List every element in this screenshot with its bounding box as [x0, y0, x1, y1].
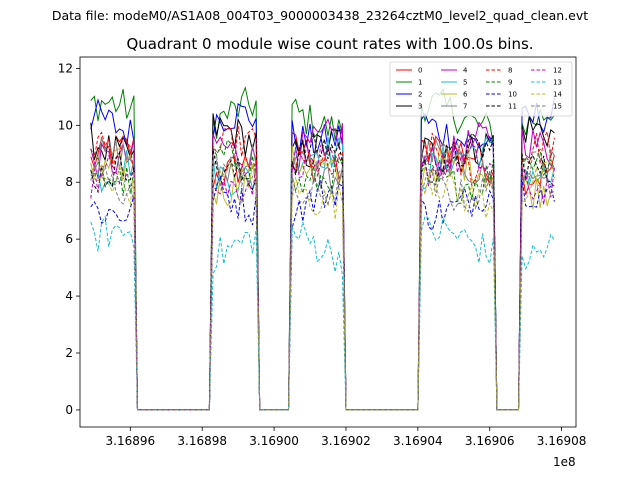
- y-tick-label: 2: [65, 346, 73, 360]
- legend-label-6: 6: [463, 91, 468, 99]
- y-tick-label: 6: [65, 232, 73, 246]
- series-line-13: [90, 215, 555, 411]
- x-tick-label: 3.16900: [249, 434, 299, 448]
- y-tick-label: 4: [65, 289, 73, 303]
- x-tick-label: 3.16906: [465, 434, 515, 448]
- y-tick-label: 12: [58, 61, 73, 75]
- x-offset-label: 1e8: [553, 455, 576, 469]
- x-tick-label: 3.16896: [106, 434, 156, 448]
- legend-label-11: 11: [508, 103, 517, 111]
- legend-box: [389, 61, 573, 117]
- series-line-1: [90, 85, 555, 411]
- legend-label-12: 12: [553, 67, 562, 75]
- plot-area: [79, 56, 577, 428]
- legend-label-2: 2: [418, 91, 422, 99]
- legend-label-3: 3: [418, 103, 422, 111]
- legend-label-9: 9: [508, 79, 512, 87]
- legend-label-13: 13: [553, 79, 562, 87]
- legend-label-15: 15: [553, 103, 562, 111]
- series-line-7: [90, 137, 555, 411]
- series-layer: [90, 85, 555, 411]
- legend-label-4: 4: [463, 67, 468, 75]
- y-axis: 0 2 4 6 8 10 12: [58, 61, 80, 417]
- legend-label-10: 10: [508, 91, 517, 99]
- legend-label-0: 0: [418, 67, 422, 75]
- legend-label-14: 14: [553, 91, 562, 99]
- x-tick-label: 3.16908: [537, 434, 587, 448]
- x-tick-label: 3.16902: [321, 434, 371, 448]
- figure-suptitle: Data file: modeM0/AS1A08_004T03_90000034…: [52, 8, 588, 23]
- legend-label-1: 1: [418, 79, 422, 87]
- chart-title: Quadrant 0 module wise count rates with …: [126, 35, 533, 53]
- legend-label-8: 8: [508, 67, 512, 75]
- y-tick-label: 0: [65, 403, 73, 417]
- series-line-12: [90, 143, 555, 411]
- x-axis: 3.16896 3.16898 3.16900 3.16902 3.16904 3.169…: [106, 427, 587, 448]
- y-tick-label: 10: [58, 118, 73, 132]
- axes-frame: [79, 56, 577, 428]
- x-tick-label: 3.16898: [177, 434, 227, 448]
- legend-label-7: 7: [463, 103, 467, 111]
- series-line-15: [90, 151, 555, 411]
- legend-label-5: 5: [463, 79, 467, 87]
- y-tick-label: 8: [65, 175, 73, 189]
- x-tick-label: 3.16904: [393, 434, 443, 448]
